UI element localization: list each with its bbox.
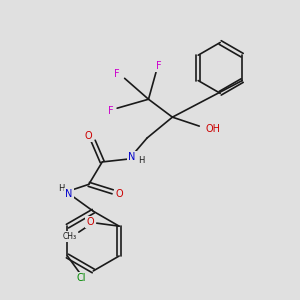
Text: F: F bbox=[156, 61, 162, 71]
Text: N: N bbox=[128, 152, 136, 162]
Text: CH₃: CH₃ bbox=[62, 232, 76, 241]
Text: O: O bbox=[86, 217, 94, 227]
Text: F: F bbox=[114, 69, 120, 79]
Text: O: O bbox=[85, 131, 93, 141]
Text: OH: OH bbox=[206, 124, 221, 134]
Text: H: H bbox=[139, 156, 145, 165]
Text: F: F bbox=[108, 106, 113, 116]
Text: Cl: Cl bbox=[77, 273, 86, 283]
Text: N: N bbox=[65, 189, 73, 199]
Text: O: O bbox=[116, 189, 123, 199]
Text: H: H bbox=[58, 184, 65, 193]
